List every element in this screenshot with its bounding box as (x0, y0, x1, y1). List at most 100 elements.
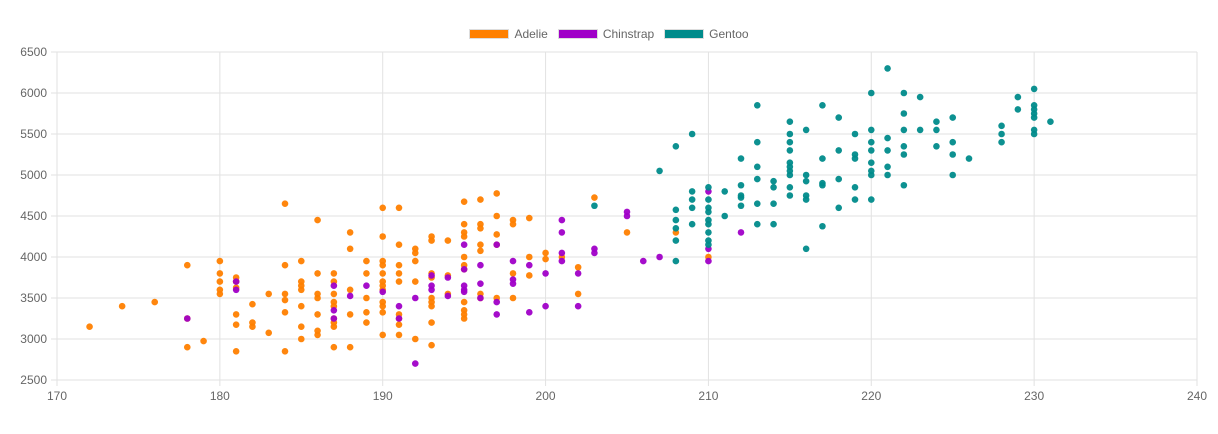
data-point-adelie (118, 302, 126, 310)
data-point-adelie (509, 270, 517, 277)
legend-swatch (664, 29, 705, 39)
data-point-gentoo (786, 130, 794, 138)
data-point-chinstrap (411, 360, 419, 367)
data-point-adelie (86, 323, 93, 331)
data-point-gentoo (737, 202, 745, 210)
data-point-gentoo (753, 200, 761, 207)
data-point-chinstrap (558, 249, 566, 257)
data-point-adelie (379, 270, 387, 277)
data-point-gentoo (753, 138, 761, 146)
data-point-adelie (477, 225, 484, 232)
data-point-gentoo (591, 202, 598, 210)
data-point-chinstrap (705, 257, 712, 265)
data-point-gentoo (819, 181, 826, 189)
data-point-adelie (314, 270, 321, 277)
data-point-gentoo (802, 126, 810, 134)
data-point-gentoo (998, 122, 1005, 130)
data-point-adelie (297, 323, 305, 331)
data-point-gentoo (1014, 93, 1022, 101)
data-point-gentoo (705, 229, 712, 236)
data-point-adelie (379, 302, 387, 310)
legend-item-adelie[interactable]: Adelie (469, 27, 548, 41)
data-point-adelie (281, 309, 289, 316)
data-point-gentoo (819, 155, 826, 162)
y-tick-label: 6000 (20, 86, 47, 100)
data-point-adelie (395, 241, 403, 248)
data-point-gentoo (753, 220, 761, 228)
chart-legend: Adelie Chinstrap Gentoo (0, 27, 1218, 41)
data-point-adelie (216, 270, 224, 277)
y-tick-label: 5000 (20, 168, 47, 182)
data-point-adelie (460, 298, 468, 306)
data-point-gentoo (1030, 114, 1038, 121)
data-point-adelie (477, 247, 484, 255)
data-point-chinstrap (574, 270, 582, 277)
data-point-gentoo (867, 147, 875, 154)
data-point-chinstrap (460, 288, 468, 296)
data-point-gentoo (705, 196, 712, 203)
data-point-chinstrap (460, 266, 468, 273)
data-point-adelie (444, 237, 452, 244)
data-point-gentoo (672, 216, 680, 224)
data-point-gentoo (705, 184, 712, 191)
legend-swatch (557, 29, 598, 39)
data-point-gentoo (933, 118, 940, 125)
data-point-adelie (281, 261, 289, 269)
data-point-gentoo (835, 204, 843, 212)
data-point-adelie (428, 341, 435, 349)
x-tick-label: 170 (47, 389, 67, 403)
data-point-adelie (379, 309, 387, 316)
data-point-gentoo (721, 212, 729, 220)
x-tick-label: 240 (1187, 389, 1207, 403)
data-point-gentoo (867, 196, 875, 203)
data-point-adelie (330, 343, 338, 351)
data-point-chinstrap (428, 286, 435, 294)
data-point-gentoo (867, 171, 875, 179)
data-point-adelie (493, 190, 501, 197)
data-point-chinstrap (525, 261, 533, 269)
data-point-adelie (281, 348, 289, 355)
data-point-gentoo (851, 184, 859, 191)
data-point-adelie (509, 220, 517, 228)
data-point-adelie (314, 311, 321, 318)
data-point-adelie (200, 337, 207, 345)
data-point-gentoo (884, 65, 891, 72)
data-point-gentoo (867, 89, 875, 97)
data-point-adelie (297, 257, 305, 265)
data-point-gentoo (851, 130, 859, 138)
data-point-gentoo (802, 177, 810, 185)
data-point-gentoo (933, 143, 940, 150)
x-tick-label: 210 (698, 389, 718, 403)
data-point-chinstrap (232, 286, 240, 294)
data-point-gentoo (900, 151, 908, 158)
data-point-gentoo (672, 237, 680, 244)
data-point-gentoo (802, 196, 810, 203)
legend-item-chinstrap[interactable]: Chinstrap (557, 27, 654, 41)
data-point-adelie (346, 229, 354, 236)
data-point-gentoo (672, 206, 680, 214)
y-tick-label: 6500 (20, 45, 47, 59)
data-point-chinstrap (558, 257, 566, 265)
data-point-gentoo (835, 114, 843, 121)
data-point-adelie (330, 270, 338, 277)
legend-label: Adelie (514, 27, 548, 41)
data-point-gentoo (688, 204, 696, 212)
data-point-gentoo (998, 138, 1005, 146)
legend-item-gentoo[interactable]: Gentoo (664, 27, 749, 41)
data-point-gentoo (802, 245, 810, 253)
data-point-gentoo (884, 147, 891, 154)
data-point-adelie (395, 204, 403, 212)
data-point-gentoo (835, 147, 843, 154)
data-point-gentoo (1047, 118, 1054, 125)
data-point-adelie (297, 302, 305, 310)
data-point-adelie (281, 290, 289, 298)
data-point-gentoo (933, 126, 940, 134)
x-tick-label: 230 (1024, 389, 1044, 403)
data-point-adelie (265, 290, 273, 298)
x-tick-label: 200 (536, 389, 556, 403)
data-point-gentoo (770, 177, 777, 185)
data-point-adelie (574, 290, 582, 298)
data-point-gentoo (916, 93, 924, 101)
data-point-gentoo (753, 102, 761, 109)
data-point-chinstrap (460, 241, 468, 248)
